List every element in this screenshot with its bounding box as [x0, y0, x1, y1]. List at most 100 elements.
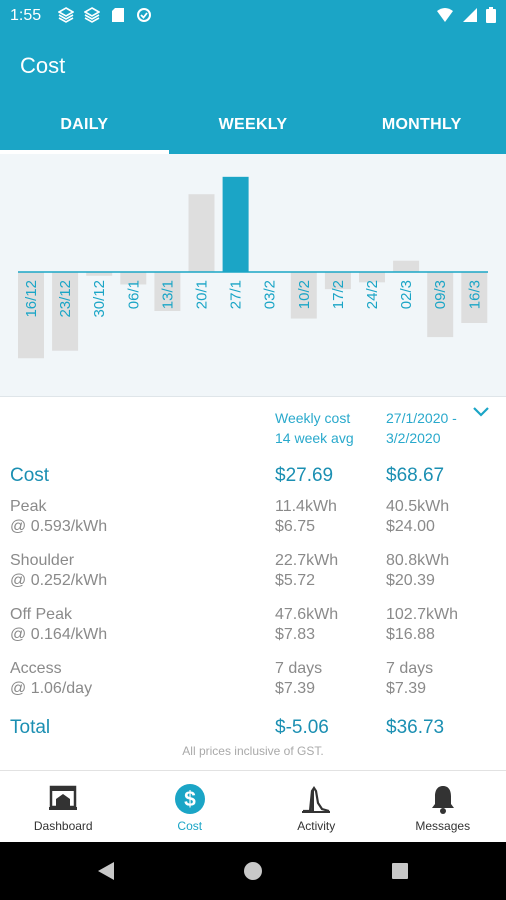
access-rate: @ 1.06/day — [10, 680, 93, 697]
status-time: 1:55 — [10, 7, 42, 24]
offpeak-avg-cost: $7.83 — [275, 626, 316, 643]
bar-10-2[interactable] — [290, 272, 317, 319]
peak-week-cost: $24.00 — [386, 518, 435, 535]
nav-messages-label: Messages — [415, 819, 471, 833]
shoulder-rate: @ 0.252/kWh — [10, 572, 108, 589]
page-title: Cost — [20, 53, 66, 78]
bar-20-1[interactable] — [188, 194, 215, 272]
tick-label: 24/2 — [364, 280, 381, 309]
cost-week-value: $68.67 — [386, 465, 445, 486]
peak-avg-cost: $6.75 — [275, 518, 316, 535]
col2-header-line2: 3/2/2020 — [386, 430, 441, 446]
total-week-value: $36.73 — [386, 717, 445, 738]
tick-label: 20/1 — [194, 280, 211, 309]
col2-header-line1: 27/1/2020 - — [386, 410, 457, 426]
svg-text:$: $ — [184, 788, 196, 811]
offpeak-rate: @ 0.164/kWh — [10, 626, 108, 643]
tab-daily[interactable]: DAILY — [0, 102, 169, 154]
nav-cost[interactable]: $ Cost — [127, 771, 254, 843]
cost-label: Cost — [10, 465, 50, 486]
bar-06-1[interactable] — [120, 272, 147, 285]
col2-header[interactable]: 27/1/2020 - 3/2/2020 — [386, 408, 457, 448]
bar-16-12[interactable] — [18, 272, 44, 359]
access-avg-days: 7 days — [275, 660, 323, 677]
bar-23-12[interactable] — [52, 272, 79, 351]
access-avg-cost: $7.39 — [275, 680, 316, 697]
nav-activity-label: Activity — [297, 819, 336, 833]
tick-label: 17/2 — [330, 280, 347, 309]
peak-avg-kwh: 11.4kWh — [275, 498, 337, 515]
sd-card-icon — [110, 7, 126, 23]
tab-monthly[interactable]: MONTHLY — [381, 116, 462, 133]
nav-activity[interactable]: Activity — [253, 771, 380, 843]
activity-icon — [300, 783, 332, 815]
nav-dashboard[interactable]: Dashboard — [0, 771, 127, 843]
access-week-cost: $7.39 — [386, 680, 427, 697]
dashboard-icon — [47, 783, 79, 815]
recents-icon[interactable] — [390, 861, 410, 886]
status-bar: 1:55 — [0, 0, 506, 32]
bar-27-1[interactable] — [222, 176, 249, 272]
cost-bar-chart: 16/12 23/12 30/12 06/1 13/1 20/1 27/1 03/2 10/2 1… — [18, 176, 488, 359]
bar-16-3[interactable] — [461, 272, 488, 323]
shoulder-avg-cost: $5.72 — [275, 572, 316, 589]
offpeak-label: Off Peak — [10, 606, 72, 623]
bar-24-2[interactable] — [359, 272, 385, 283]
cost-avg-value: $27.69 — [275, 465, 334, 486]
tick-label: 30/12 — [91, 280, 108, 318]
shoulder-week-cost: $20.39 — [386, 572, 435, 589]
system-nav-bar — [0, 842, 506, 900]
signal-icon — [462, 7, 478, 28]
layers-icon — [84, 7, 100, 23]
col1-header-line1: Weekly cost — [275, 410, 351, 426]
nav-cost-label: Cost — [177, 819, 203, 833]
wifi-icon — [436, 7, 454, 28]
peak-rate: @ 0.593/kWh — [10, 518, 108, 535]
nav-messages[interactable]: Messages — [380, 771, 506, 843]
status-notification-icons — [58, 7, 152, 23]
app-bar: Cost DAILY WEEKLY MONTHLY — [0, 32, 506, 154]
offpeak-week-kwh: 102.7kWh — [386, 606, 459, 623]
period-tabs: DAILY WEEKLY MONTHLY — [0, 102, 506, 154]
bar-02-3[interactable] — [393, 260, 420, 272]
tick-label: 13/1 — [159, 280, 176, 309]
back-icon[interactable] — [96, 861, 116, 886]
bar-13-1[interactable] — [154, 272, 181, 312]
tick-label: 10/2 — [296, 280, 313, 309]
offpeak-week-cost: $16.88 — [386, 626, 435, 643]
battery-icon — [486, 7, 496, 28]
tick-label: 06/1 — [125, 280, 142, 309]
total-label: Total — [10, 717, 51, 738]
bell-icon — [427, 783, 459, 815]
tick-label: 16/3 — [466, 280, 483, 309]
bar-09-3[interactable] — [427, 272, 454, 338]
tick-label: 02/3 — [398, 280, 415, 309]
shoulder-label: Shoulder — [10, 552, 75, 569]
data-saver-icon — [136, 7, 152, 23]
tick-label: 03/2 — [262, 280, 279, 309]
peak-label: Peak — [10, 498, 47, 515]
shoulder-avg-kwh: 22.7kWh — [275, 552, 339, 569]
tick-label: 27/1 — [228, 280, 245, 309]
tab-weekly[interactable]: WEEKLY — [218, 116, 288, 133]
offpeak-avg-kwh: 47.6kWh — [275, 606, 339, 623]
peak-week-kwh: 40.5kWh — [386, 498, 450, 515]
gst-note: All prices inclusive of GST. — [182, 744, 324, 758]
layers-icon — [58, 7, 74, 23]
dollar-icon: $ — [174, 783, 206, 815]
access-week-days: 7 days — [386, 660, 434, 677]
tick-label: 09/3 — [432, 280, 449, 309]
shoulder-week-kwh: 80.8kWh — [386, 552, 450, 569]
home-icon[interactable] — [243, 861, 263, 886]
bar-30-12[interactable] — [86, 272, 113, 276]
access-label: Access — [10, 660, 62, 677]
tick-label: 16/12 — [23, 280, 40, 318]
tick-label: 23/12 — [57, 280, 74, 318]
nav-dashboard-label: Dashboard — [33, 819, 93, 833]
bottom-nav: Dashboard $ Cost Activity Messages — [0, 770, 506, 843]
bar-17-2[interactable] — [324, 272, 351, 290]
cost-chart[interactable]: 16/12 23/12 30/12 06/1 13/1 20/1 27/1 03/2 10/2 1… — [0, 154, 506, 397]
chevron-down-icon[interactable] — [472, 405, 490, 423]
col1-header: Weekly cost 14 week avg — [275, 408, 354, 448]
status-system-icons — [436, 7, 496, 28]
